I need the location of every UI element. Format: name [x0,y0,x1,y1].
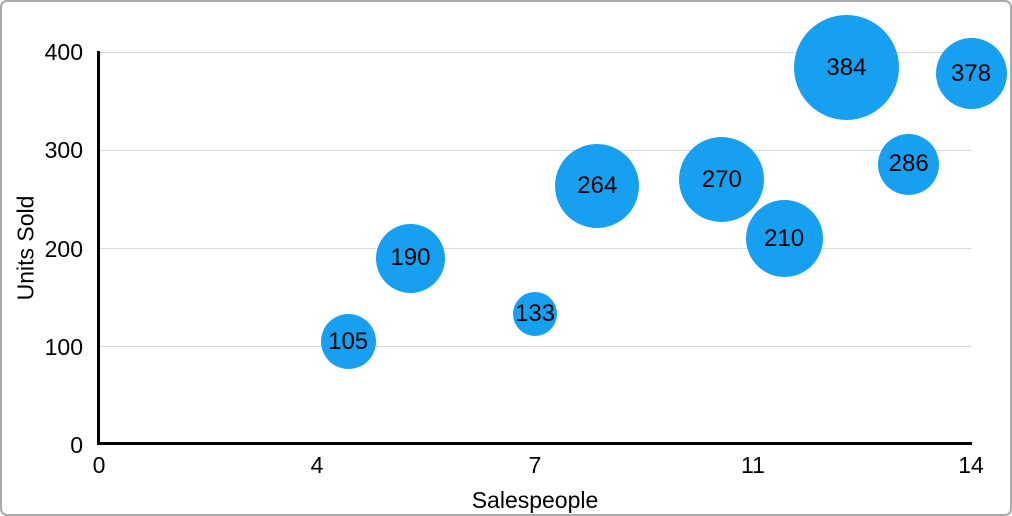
bubble-value-label: 190 [390,244,431,272]
bubble-270: 270 [679,137,765,223]
x-axis-title: Salespeople [471,487,599,513]
gridline-y-300 [99,149,971,151]
bubble-value-label: 286 [888,150,929,177]
y-tick-label-200: 200 [44,235,83,262]
bubble-133: 133 [513,292,557,337]
y-axis-line [97,51,100,445]
x-tick-label-0: 0 [92,452,106,478]
bubble-264: 264 [555,143,640,228]
x-tick-label-11: 11 [741,452,765,478]
bubble-value-label: 378 [950,59,992,87]
bubble-105: 105 [320,314,376,370]
bubble-value-label: 264 [577,171,618,199]
gridline-y-200 [99,248,971,249]
bubble-value-label: 384 [826,53,867,81]
bubble-value-label: 133 [514,300,556,328]
bubble-384: 384 [793,15,899,121]
gridline-y-400 [99,51,971,53]
bubble-value-label: 270 [701,165,742,193]
bubble-190: 190 [375,223,445,293]
gridline-y-100 [99,346,971,348]
y-axis-title: Units Sold [12,195,39,301]
y-tick-label-400: 400 [44,39,83,65]
bubble-286: 286 [878,133,940,195]
x-tick-label-4: 4 [310,452,324,478]
y-tick-label-100: 100 [44,333,83,360]
x-axis-line [97,442,972,445]
x-tick-label-14: 14 [958,452,984,478]
bubble-value-label: 210 [764,224,805,252]
x-tick-label-7: 7 [528,452,542,478]
bubble-210: 210 [745,200,823,278]
bubble-value-label: 105 [328,327,369,355]
bubble-378: 378 [935,38,1007,110]
y-tick-label-0: 0 [70,432,83,458]
y-tick-label-300: 300 [44,137,83,164]
